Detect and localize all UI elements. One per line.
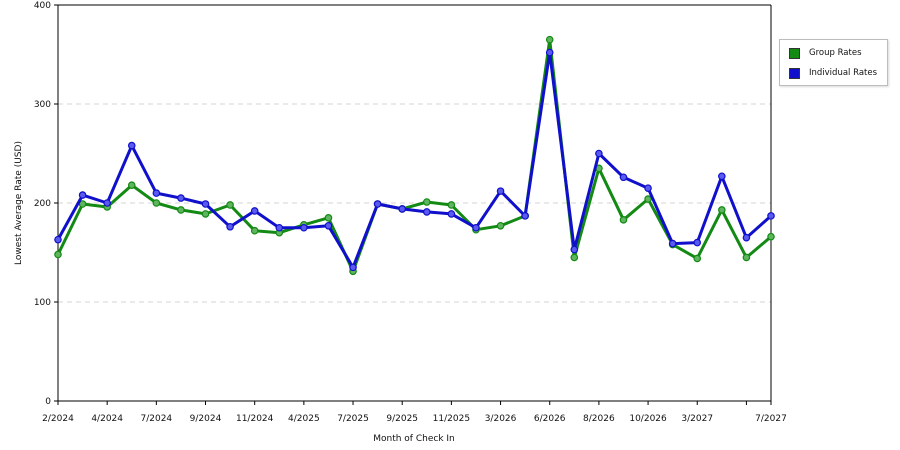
data-point-group-rates xyxy=(619,216,628,224)
data-point-individual-rates xyxy=(570,245,579,254)
data-point-individual-rates xyxy=(472,223,480,232)
y-tick-label: 200 xyxy=(34,199,51,209)
data-point-individual-rates xyxy=(300,223,308,232)
x-tick-label: 11/2024 xyxy=(236,414,274,424)
x-tick-label: 7/2025 xyxy=(337,414,369,424)
x-tick-label: 3/2027 xyxy=(681,414,713,424)
data-point-individual-rates xyxy=(595,149,603,158)
data-point-individual-rates xyxy=(545,48,554,57)
data-point-group-rates xyxy=(152,199,161,207)
y-axis-title: Lowest Average Rate (USD) xyxy=(14,141,24,265)
data-point-individual-rates xyxy=(54,235,62,244)
data-point-individual-rates xyxy=(668,239,677,248)
x-tick-label: 3/2026 xyxy=(485,414,517,424)
data-point-individual-rates xyxy=(250,207,259,215)
data-point-individual-rates xyxy=(324,221,333,230)
data-point-individual-rates xyxy=(78,191,87,199)
y-tick-label: 300 xyxy=(34,100,51,110)
data-point-group-rates xyxy=(496,221,505,230)
gridlines xyxy=(58,103,771,303)
legend-swatch-group xyxy=(789,47,800,59)
data-point-individual-rates xyxy=(177,194,185,202)
x-tick-label: 2/2024 xyxy=(42,414,74,424)
data-point-group-rates xyxy=(250,226,259,235)
data-point-individual-rates xyxy=(496,187,505,195)
data-point-individual-rates xyxy=(103,199,111,207)
series-lines xyxy=(54,35,775,276)
data-point-individual-rates xyxy=(644,184,652,192)
data-point-group-rates xyxy=(767,232,775,241)
x-tick-label: 9/2025 xyxy=(386,414,418,424)
legend-label-group: Group Rates xyxy=(809,48,862,58)
data-point-group-rates xyxy=(742,253,751,262)
data-point-individual-rates xyxy=(619,173,628,182)
data-point-group-rates xyxy=(127,181,136,189)
legend-swatch-individual xyxy=(789,67,800,79)
data-point-group-rates xyxy=(693,254,702,263)
x-tick-label: 9/2024 xyxy=(190,414,222,424)
data-point-individual-rates xyxy=(152,189,161,197)
data-point-group-rates xyxy=(644,195,652,203)
data-point-individual-rates xyxy=(127,141,136,150)
x-tick-label: 4/2024 xyxy=(91,414,123,424)
data-point-individual-rates xyxy=(521,212,529,220)
data-point-group-rates xyxy=(718,206,726,214)
data-point-individual-rates xyxy=(447,210,456,218)
data-point-group-rates xyxy=(447,201,456,209)
data-point-individual-rates xyxy=(767,212,775,220)
x-tick-label: 7/2024 xyxy=(141,414,173,424)
x-tick-label: 6/2026 xyxy=(534,414,566,424)
legend-item-individual: Individual Rates xyxy=(789,66,877,80)
data-point-individual-rates xyxy=(226,222,234,231)
data-point-group-rates xyxy=(324,214,333,222)
data-point-group-rates xyxy=(177,206,185,214)
legend-item-group: Group Rates xyxy=(789,46,862,60)
data-point-group-rates xyxy=(54,250,62,259)
data-point-group-rates xyxy=(422,198,431,206)
x-tick-label: 7/2027 xyxy=(755,414,787,424)
data-point-individual-rates xyxy=(693,238,702,247)
data-point-individual-rates xyxy=(422,208,431,216)
series-line-individual-rates xyxy=(56,51,772,269)
data-point-individual-rates xyxy=(275,223,284,232)
data-point-individual-rates xyxy=(742,233,751,242)
data-point-individual-rates xyxy=(201,200,210,208)
data-point-group-rates xyxy=(570,253,579,262)
y-tick-label: 400 xyxy=(34,1,51,11)
series-line-group-rates xyxy=(56,38,772,273)
legend: Group Rates Individual Rates xyxy=(779,39,888,86)
x-tick-label: 4/2025 xyxy=(288,414,320,424)
data-point-individual-rates xyxy=(349,263,357,272)
x-tick-label: 10/2026 xyxy=(629,414,667,424)
x-tick-label: 11/2025 xyxy=(433,414,470,424)
data-point-group-rates xyxy=(226,201,234,209)
data-point-individual-rates xyxy=(373,200,382,208)
data-point-group-rates xyxy=(201,210,210,218)
x-axis-title: Month of Check In xyxy=(373,434,455,444)
data-point-individual-rates xyxy=(718,172,726,181)
x-tick-label: 8/2026 xyxy=(583,414,615,424)
tick-labels: 0 100 200 300 400 2/2024 4/2024 7/2024 9/2024 11/… xyxy=(34,1,787,424)
y-tick-label: 0 xyxy=(45,397,51,407)
data-point-group-rates xyxy=(545,35,554,44)
y-tick-label: 100 xyxy=(34,298,51,308)
data-point-individual-rates xyxy=(398,205,407,213)
axes xyxy=(54,4,772,405)
legend-label-individual: Individual Rates xyxy=(809,68,878,78)
